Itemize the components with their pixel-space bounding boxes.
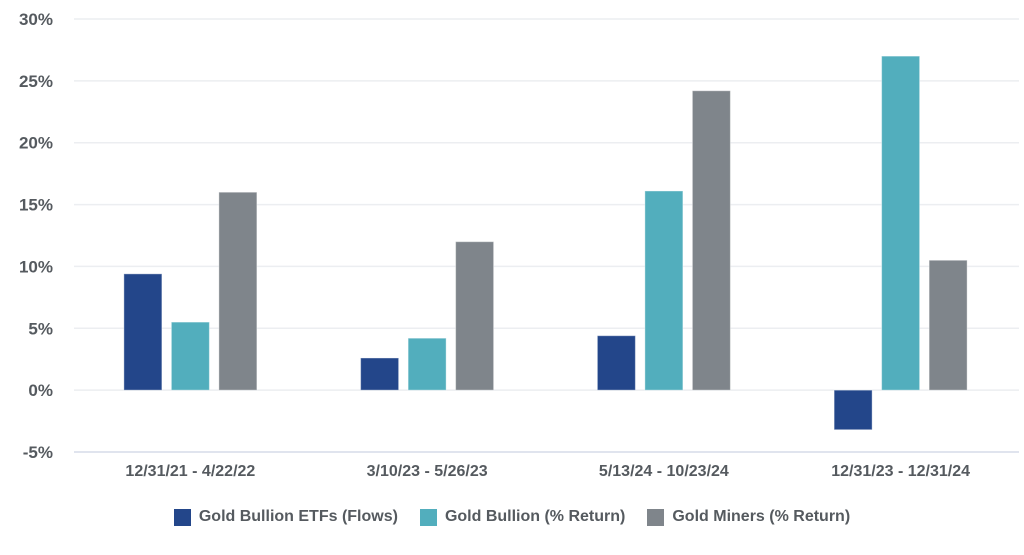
bar-2 bbox=[644, 190, 684, 391]
bar-2 bbox=[881, 55, 921, 391]
legend-item: Gold Miners (% Return) bbox=[647, 508, 850, 526]
bar-3 bbox=[218, 191, 258, 391]
y-tick-label: 0% bbox=[28, 381, 53, 400]
bar-1 bbox=[360, 357, 400, 391]
legend-label: Gold Miners (% Return) bbox=[672, 508, 851, 525]
legend-label: Gold Bullion ETFs (Flows) bbox=[198, 508, 398, 525]
bar-3 bbox=[691, 90, 731, 391]
bar-2 bbox=[170, 321, 210, 391]
legend-swatch bbox=[173, 508, 191, 526]
y-tick-label: 30% bbox=[19, 10, 53, 29]
bar-1 bbox=[123, 273, 163, 391]
legend-swatch bbox=[419, 508, 437, 526]
legend-label: Gold Bullion (% Return) bbox=[444, 508, 626, 525]
x-tick-label: 3/10/23 - 5/26/23 bbox=[367, 463, 488, 480]
legend-item: Gold Bullion ETFs (Flows) bbox=[173, 508, 398, 526]
legend: Gold Bullion ETFs (Flows) Gold Bullion (%… bbox=[0, 508, 1024, 526]
y-tick-label: 25% bbox=[19, 72, 53, 91]
x-axis-ticks: 12/31/21 - 4/22/22 3/10/23 - 5/26/23 5/13/… bbox=[125, 463, 970, 480]
bars bbox=[123, 55, 968, 431]
legend-item: Gold Bullion (% Return) bbox=[419, 508, 626, 526]
y-tick-label: 5% bbox=[28, 319, 53, 338]
y-tick-label: 15% bbox=[19, 196, 53, 215]
y-tick-label: -5% bbox=[23, 443, 53, 462]
bar-1 bbox=[596, 335, 636, 391]
x-tick-label: 12/31/21 - 4/22/22 bbox=[125, 463, 255, 480]
x-tick-label: 12/31/23 - 12/31/24 bbox=[831, 463, 970, 480]
bar-2 bbox=[407, 337, 447, 391]
bar-1 bbox=[833, 389, 873, 431]
bar-3 bbox=[928, 259, 968, 391]
bar-3 bbox=[455, 241, 495, 391]
gridlines bbox=[74, 18, 1019, 453]
legend-swatch bbox=[647, 508, 665, 526]
y-tick-label: 20% bbox=[19, 134, 53, 153]
x-tick-label: 5/13/24 - 10/23/24 bbox=[599, 463, 729, 480]
bar-chart: -5% 0% 5% 10% 15% 20% 25% 30% 12/31/21 - 4/22/2… bbox=[19, 10, 1019, 480]
y-tick-label: 10% bbox=[19, 257, 53, 276]
y-axis-ticks: -5% 0% 5% 10% 15% 20% 25% 30% bbox=[19, 10, 53, 462]
